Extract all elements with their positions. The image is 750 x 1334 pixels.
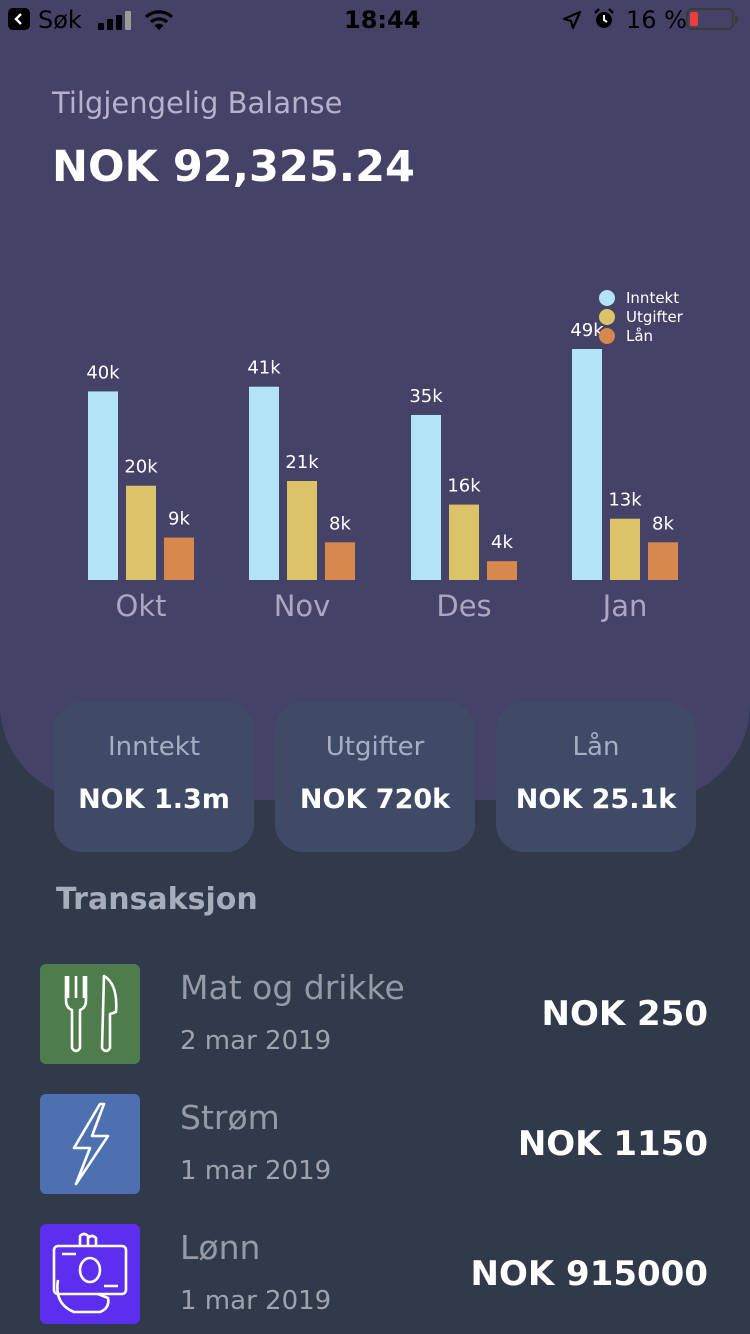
bar-value-label: 41k <box>247 358 281 379</box>
bar-utgifter <box>287 481 317 580</box>
battery-percent: 16 % <box>626 6 687 34</box>
summary-card-income[interactable]: Inntekt NOK 1.3m <box>54 702 254 852</box>
transaction-row[interactable]: Mat og drikke 2 mar 2019 NOK 250 <box>0 964 750 1074</box>
bar-lån <box>648 542 678 580</box>
x-tick-label: Nov <box>274 589 331 623</box>
bar-value-label: 35k <box>409 386 443 407</box>
cellular-signal-icon <box>98 10 132 30</box>
transaction-row[interactable]: Strøm 1 mar 2019 NOK 1150 <box>0 1094 750 1204</box>
bar-value-label: 8k <box>329 513 351 534</box>
salary-hand-icon <box>52 1232 128 1314</box>
transaction-icon-box <box>40 1094 140 1194</box>
transaction-date: 1 mar 2019 <box>180 1286 332 1316</box>
x-tick-label: Okt <box>116 589 167 623</box>
transaction-date: 1 mar 2019 <box>180 1156 332 1186</box>
bar-value-label: 20k <box>124 457 158 478</box>
transaction-name: Mat og drikke <box>180 968 405 1007</box>
bar-inntekt <box>572 349 602 580</box>
transaction-amount: NOK 1150 <box>517 1124 708 1164</box>
bar-inntekt <box>88 391 118 580</box>
transaction-name: Strøm <box>180 1098 280 1137</box>
transaction-icon-box <box>40 964 140 1064</box>
bar-lån <box>164 537 194 580</box>
bar-utgifter <box>449 504 479 580</box>
clock: 18:44 <box>344 6 421 34</box>
bar-value-label: 21k <box>285 452 319 473</box>
transaction-amount: NOK 250 <box>541 994 708 1034</box>
balance-panel <box>0 0 750 800</box>
bar-inntekt <box>411 415 441 580</box>
summary-value: NOK 720k <box>299 784 451 815</box>
location-arrow-icon <box>562 10 582 30</box>
summary-value: NOK 1.3m <box>78 784 230 815</box>
transaction-name: Lønn <box>180 1228 261 1267</box>
summary-label: Inntekt <box>107 732 201 762</box>
bar-value-label: 13k <box>608 490 642 511</box>
summary-card-expenses[interactable]: Utgifter NOK 720k <box>275 702 475 852</box>
bar-value-label: 9k <box>168 509 190 530</box>
legend-swatch <box>599 290 615 306</box>
summary-label: Utgifter <box>325 732 425 762</box>
bar-value-label: 16k <box>447 476 481 497</box>
summary-value: NOK 25.1k <box>515 784 677 815</box>
legend-swatch <box>599 328 615 344</box>
bar-lån <box>487 561 517 580</box>
alarm-clock-icon <box>594 8 614 28</box>
bar-value-label: 4k <box>491 532 513 553</box>
transactions-heading: Transaksjon <box>56 882 258 917</box>
wifi-icon <box>144 10 174 30</box>
transaction-icon-box <box>40 1224 140 1324</box>
bar-utgifter <box>126 485 156 580</box>
bar-inntekt <box>249 386 279 580</box>
balance-label: Tilgjengelig Balanse <box>52 86 343 120</box>
back-app-icon[interactable] <box>8 8 30 30</box>
legend-label: Inntekt <box>626 289 679 307</box>
battery-icon <box>686 8 738 30</box>
lightning-icon <box>72 1102 110 1186</box>
balance-value: NOK 92,325.24 <box>52 142 415 192</box>
summary-card-loans[interactable]: Lån NOK 25.1k <box>496 702 696 852</box>
bar-lån <box>325 542 355 580</box>
bar-value-label: 49k <box>570 320 604 341</box>
transaction-date: 2 mar 2019 <box>180 1026 332 1056</box>
bar-utgifter <box>610 518 640 580</box>
monthly-bar-chart: 40k 20k 9k Okt 41k 21k 8k Nov 35k 16k 4k Des 49k 13k 8… <box>86 289 684 623</box>
status-bar: Søk 18:44 16 % <box>0 0 750 42</box>
bar-value-label: 8k <box>652 513 674 534</box>
transaction-row[interactable]: Lønn 1 mar 2019 NOK 915000 <box>0 1224 750 1334</box>
back-to-search-link[interactable]: Søk <box>38 6 82 34</box>
fork-knife-icon <box>64 974 118 1053</box>
x-tick-label: Des <box>436 589 491 623</box>
summary-label: Lån <box>572 732 620 762</box>
x-tick-label: Jan <box>601 589 648 623</box>
legend-label: Lån <box>626 327 653 345</box>
transaction-amount: NOK 915000 <box>470 1254 709 1294</box>
bar-value-label: 40k <box>86 362 120 383</box>
legend-swatch <box>599 309 615 325</box>
legend-label: Utgifter <box>626 308 684 326</box>
